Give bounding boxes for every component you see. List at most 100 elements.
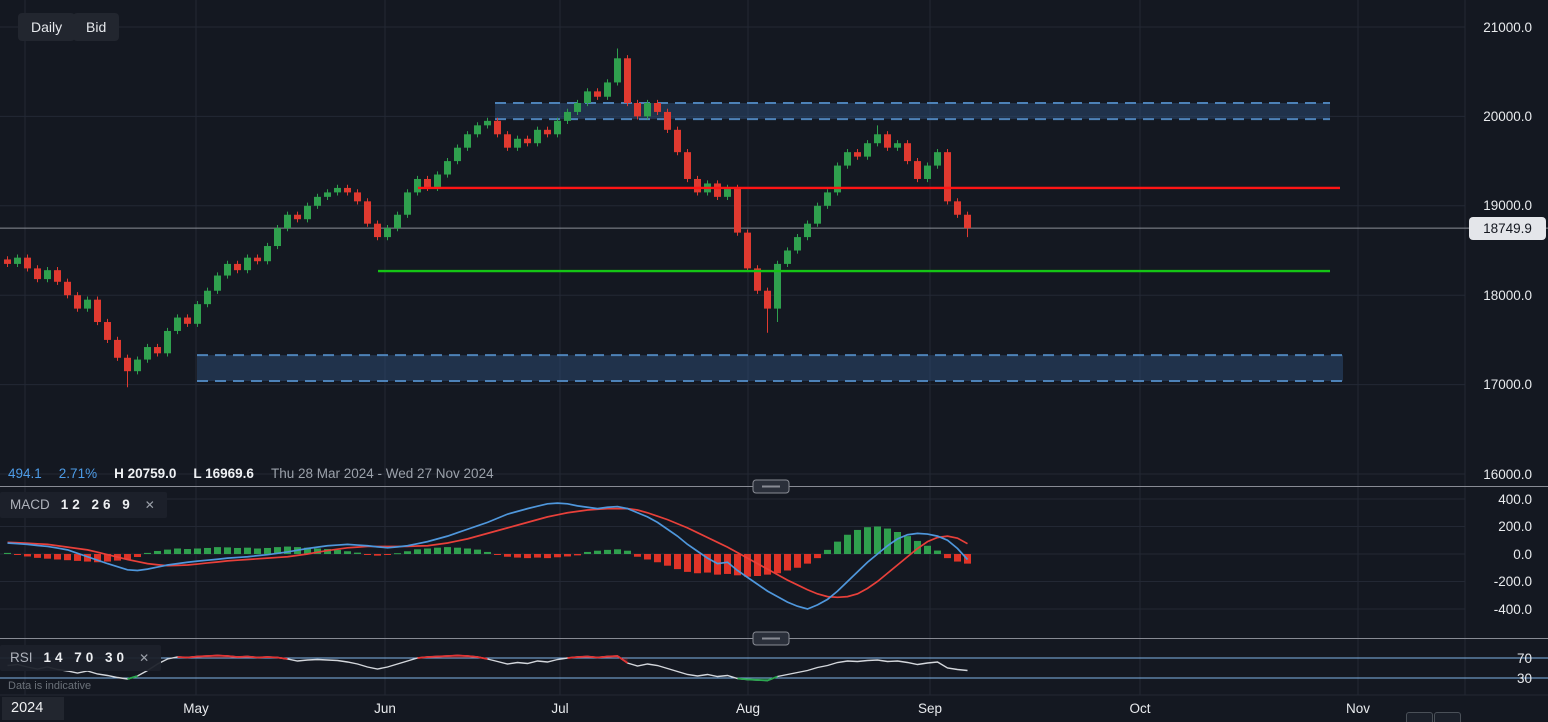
time-axis-month-label: Oct bbox=[1129, 701, 1151, 716]
price-scale-tick: 21000.0 bbox=[1483, 19, 1532, 35]
candle-body bbox=[244, 257, 251, 271]
candle-body bbox=[294, 214, 301, 220]
candle-body bbox=[844, 152, 851, 166]
candle-body bbox=[24, 257, 31, 269]
macd-histogram-bar bbox=[454, 547, 461, 554]
macd-histogram-bar bbox=[644, 554, 651, 560]
candle-body bbox=[364, 201, 371, 224]
price-type-button[interactable]: Bid bbox=[73, 13, 120, 41]
candle-body bbox=[174, 317, 181, 331]
macd-histogram-bar bbox=[554, 554, 561, 558]
macd-histogram-bar bbox=[424, 548, 431, 554]
macd-histogram-bar bbox=[954, 554, 961, 562]
candle-body bbox=[944, 152, 951, 202]
macd-histogram-bar bbox=[634, 554, 641, 557]
macd-histogram-bar bbox=[924, 545, 931, 554]
candle-body bbox=[654, 102, 661, 112]
candle-body bbox=[914, 161, 921, 179]
time-axis-month-label: May bbox=[183, 701, 209, 716]
change-value: 494.1 bbox=[8, 466, 42, 481]
lower-demand-zone bbox=[197, 355, 1343, 382]
candle-body bbox=[74, 295, 81, 309]
macd-histogram-bar bbox=[154, 550, 161, 554]
macd-histogram-bar bbox=[244, 547, 251, 554]
macd-histogram-bar bbox=[904, 536, 911, 554]
macd-histogram-bar bbox=[514, 554, 521, 558]
candle-body bbox=[714, 183, 721, 197]
macd-histogram-bar bbox=[784, 554, 791, 571]
rsi-legend[interactable]: RSI 14 70 30 ✕ bbox=[0, 645, 162, 671]
candle-body bbox=[104, 322, 111, 340]
candle-body bbox=[304, 205, 311, 220]
candle-body bbox=[324, 192, 331, 197]
macd-histogram-bar bbox=[34, 554, 41, 558]
macd-histogram-bar bbox=[254, 548, 261, 554]
rsi-close-icon[interactable]: ✕ bbox=[139, 650, 150, 665]
macd-histogram-bar bbox=[754, 554, 761, 576]
macd-histogram-bar bbox=[144, 552, 151, 554]
macd-histogram-bar bbox=[764, 554, 771, 575]
range-low: L 16969.6 bbox=[193, 466, 254, 481]
macd-params: 12 26 9 bbox=[60, 497, 134, 512]
macd-histogram-bar bbox=[894, 532, 901, 554]
axis-settings-button[interactable] bbox=[1406, 712, 1433, 722]
macd-histogram-bar bbox=[54, 554, 61, 560]
macd-close-icon[interactable]: ✕ bbox=[144, 497, 155, 512]
macd-histogram-bar bbox=[544, 554, 551, 559]
candle-body bbox=[344, 187, 351, 193]
macd-histogram-bar bbox=[344, 551, 351, 554]
rsi-extreme-line bbox=[417, 654, 488, 660]
candle-body bbox=[154, 347, 161, 354]
macd-histogram-bar bbox=[864, 527, 871, 554]
candle-body bbox=[584, 91, 591, 103]
macd-scale-tick: 400.0 bbox=[1498, 491, 1532, 507]
macd-histogram-bar bbox=[94, 554, 101, 563]
candle-body bbox=[54, 270, 61, 282]
macd-histogram-bar bbox=[404, 551, 411, 554]
macd-histogram-bar bbox=[594, 550, 601, 554]
candle-body bbox=[424, 178, 431, 188]
price-scale-tick: 18000.0 bbox=[1483, 287, 1532, 303]
candle-body bbox=[594, 91, 601, 97]
macd-histogram-bar bbox=[64, 554, 71, 561]
candle-body bbox=[764, 290, 771, 309]
axis-settings-button[interactable] bbox=[1434, 712, 1461, 722]
macd-histogram-bar bbox=[124, 554, 131, 560]
candle-body bbox=[394, 214, 401, 229]
macd-histogram-bar bbox=[934, 550, 941, 554]
candle-body bbox=[854, 152, 861, 157]
candle-body bbox=[334, 187, 341, 193]
timeframe-button[interactable]: Daily bbox=[18, 13, 76, 41]
macd-histogram-bar bbox=[584, 551, 591, 554]
candle-body bbox=[924, 165, 931, 179]
macd-histogram-bar bbox=[324, 549, 331, 554]
candle-body bbox=[164, 330, 171, 354]
candle-body bbox=[774, 263, 781, 309]
macd-label: MACD bbox=[10, 497, 50, 512]
candle-body bbox=[614, 58, 621, 83]
candle-body bbox=[34, 268, 41, 280]
candle-body bbox=[134, 359, 141, 372]
candle-body bbox=[94, 299, 101, 323]
candle-body bbox=[184, 317, 191, 324]
candle-body bbox=[694, 178, 701, 193]
candle-body bbox=[284, 214, 291, 229]
candle-body bbox=[114, 339, 121, 358]
macd-histogram-bar bbox=[24, 554, 31, 557]
candle-body bbox=[904, 143, 911, 162]
macd-histogram-bar bbox=[734, 554, 741, 576]
rsi-extreme-line bbox=[737, 675, 778, 682]
macd-legend[interactable]: MACD 12 26 9 ✕ bbox=[0, 492, 167, 518]
macd-histogram-bar bbox=[84, 554, 91, 562]
macd-histogram-bar bbox=[944, 554, 951, 559]
candle-body bbox=[444, 161, 451, 175]
macd-histogram-bar bbox=[574, 554, 581, 556]
candle-body bbox=[534, 129, 541, 144]
candle-body bbox=[834, 165, 841, 193]
candle-body bbox=[374, 223, 381, 238]
rsi-label: RSI bbox=[10, 650, 33, 665]
candle-body bbox=[564, 111, 571, 121]
macd-histogram-bar bbox=[284, 546, 291, 554]
